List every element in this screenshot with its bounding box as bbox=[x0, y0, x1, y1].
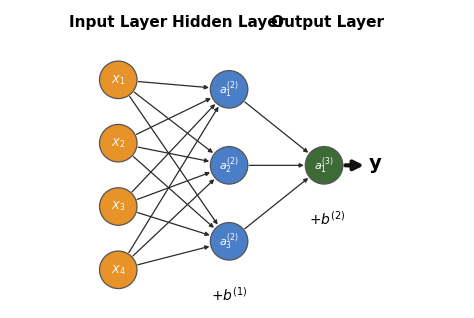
Text: $X_2$: $X_2$ bbox=[111, 136, 126, 150]
Text: $X_3$: $X_3$ bbox=[111, 200, 126, 213]
Circle shape bbox=[212, 224, 246, 259]
Text: Hidden Layer: Hidden Layer bbox=[173, 15, 286, 30]
Circle shape bbox=[101, 126, 136, 161]
Text: $a_1^{(2)}$: $a_1^{(2)}$ bbox=[219, 79, 239, 100]
Circle shape bbox=[212, 148, 246, 183]
Text: Input Layer: Input Layer bbox=[69, 15, 167, 30]
Text: $a_2^{(2)}$: $a_2^{(2)}$ bbox=[219, 155, 239, 176]
Circle shape bbox=[100, 188, 137, 225]
Circle shape bbox=[305, 147, 343, 184]
Circle shape bbox=[101, 189, 136, 224]
Text: $a_1^{(3)}$: $a_1^{(3)}$ bbox=[314, 155, 334, 176]
Text: Output Layer: Output Layer bbox=[271, 15, 384, 30]
Circle shape bbox=[210, 71, 248, 108]
Circle shape bbox=[307, 148, 341, 183]
Circle shape bbox=[101, 252, 136, 287]
Circle shape bbox=[100, 124, 137, 162]
Circle shape bbox=[100, 61, 137, 99]
Text: $X_1$: $X_1$ bbox=[111, 73, 126, 87]
Circle shape bbox=[101, 62, 136, 97]
Text: $+b^{(1)}$: $+b^{(1)}$ bbox=[211, 286, 247, 304]
Circle shape bbox=[212, 72, 246, 107]
Circle shape bbox=[210, 147, 248, 184]
Circle shape bbox=[100, 251, 137, 288]
Text: $X_4$: $X_4$ bbox=[111, 263, 126, 277]
Circle shape bbox=[210, 223, 248, 260]
Text: $a_3^{(2)}$: $a_3^{(2)}$ bbox=[219, 231, 239, 252]
Text: $+b^{(2)}$: $+b^{(2)}$ bbox=[309, 210, 346, 228]
Text: $\mathbf{y}$: $\mathbf{y}$ bbox=[367, 156, 382, 175]
